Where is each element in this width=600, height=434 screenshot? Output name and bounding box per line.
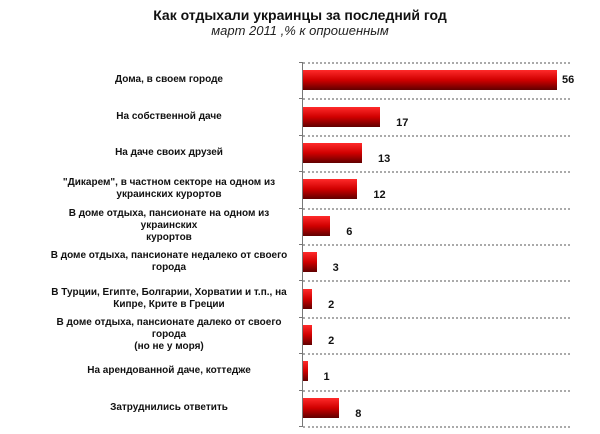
axis-tick (299, 389, 303, 391)
bar (303, 361, 308, 382)
gridline (303, 426, 570, 428)
gridline (303, 62, 570, 64)
chart-title: Как отдыхали украинцы за последний год (153, 7, 447, 23)
bar (303, 325, 313, 345)
bar (303, 252, 317, 273)
category-label: В доме отдыха, пансионате недалеко от св… (50, 250, 288, 274)
axis-tick (299, 134, 303, 136)
data-label: 6 (346, 225, 353, 238)
axis-tick (299, 426, 303, 427)
data-label: 13 (377, 153, 391, 165)
bar (303, 70, 557, 91)
data-label: 12 (373, 189, 386, 202)
category-label: В доме отдыха, пансионате далеко от свое… (56, 317, 282, 352)
bar (303, 397, 340, 418)
gridline (303, 207, 570, 210)
gridline (303, 280, 570, 283)
data-label: 3 (332, 262, 339, 275)
category-label: На даче своих друзей (115, 147, 223, 158)
category-label: На собственной даче (116, 110, 222, 122)
gridline (303, 353, 570, 356)
category-label: Затруднились ответить (110, 401, 228, 413)
axis-tick (299, 316, 303, 318)
category-label: В доме отдыха, пансионате на одном из ук… (68, 207, 270, 243)
axis-tick (299, 98, 303, 100)
bar (303, 215, 331, 236)
data-label: 56 (562, 74, 575, 87)
data-label: 17 (396, 116, 409, 129)
gridline (303, 98, 570, 101)
bar (303, 143, 362, 163)
axis-tick (299, 280, 303, 282)
axis-tick (299, 207, 303, 209)
bar (303, 288, 313, 309)
chart-subtitle: март 2011 ,% к опрошенным (211, 23, 389, 38)
bar (303, 179, 358, 200)
axis-tick (299, 353, 303, 355)
data-label: 2 (328, 335, 335, 347)
bar (303, 106, 381, 127)
data-label: 8 (355, 407, 362, 420)
gridline (303, 389, 570, 392)
category-label: Дома, в своем городе (115, 74, 223, 86)
category-label: В Турции, Египте, Болгарии, Хорватии и т… (51, 286, 287, 310)
data-label: 1 (323, 371, 330, 384)
gridline (303, 171, 570, 174)
data-label: 2 (328, 298, 335, 311)
axis-tick (299, 62, 303, 63)
gridline (303, 316, 570, 319)
gridline (303, 134, 570, 137)
axis-tick (299, 244, 303, 245)
gridline (303, 244, 570, 246)
axis-tick (299, 171, 303, 173)
category-label: На арендованной даче, коттедже (87, 365, 251, 377)
category-label: "Дикарем", в частном секторе на одном из… (62, 177, 276, 201)
